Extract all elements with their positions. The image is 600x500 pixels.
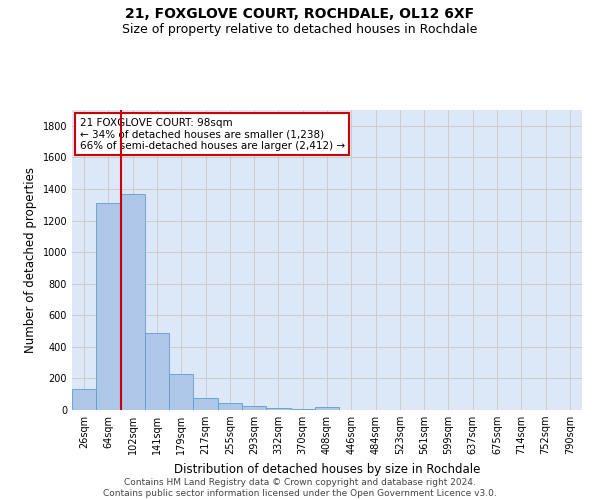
Bar (96, 203, 121, 410)
Text: Contains HM Land Registry data © Crown copyright and database right 2024.
Contai: Contains HM Land Registry data © Crown c… (103, 478, 497, 498)
Text: 21 FOXGLOVE COURT: 98sqm
← 34% of detached houses are smaller (1,238)
66% of sem: 21 FOXGLOVE COURT: 98sqm ← 34% of detach… (80, 118, 345, 150)
Bar (72, 388, 96, 410)
Text: 21, FOXGLOVE COURT, ROCHDALE, OL12 6XF: 21, FOXGLOVE COURT, ROCHDALE, OL12 6XF (125, 8, 475, 22)
Bar (169, 374, 193, 410)
Text: Size of property relative to detached houses in Rochdale: Size of property relative to detached ho… (122, 22, 478, 36)
Bar (315, 407, 339, 410)
Bar (121, 194, 145, 410)
Bar (290, 409, 315, 410)
X-axis label: Distribution of detached houses by size in Rochdale: Distribution of detached houses by size … (174, 462, 480, 475)
Bar (218, 403, 242, 410)
Bar (193, 398, 218, 410)
Bar (266, 408, 290, 410)
Y-axis label: Number of detached properties: Number of detached properties (24, 167, 37, 353)
Bar (145, 334, 169, 410)
Bar (242, 406, 266, 410)
